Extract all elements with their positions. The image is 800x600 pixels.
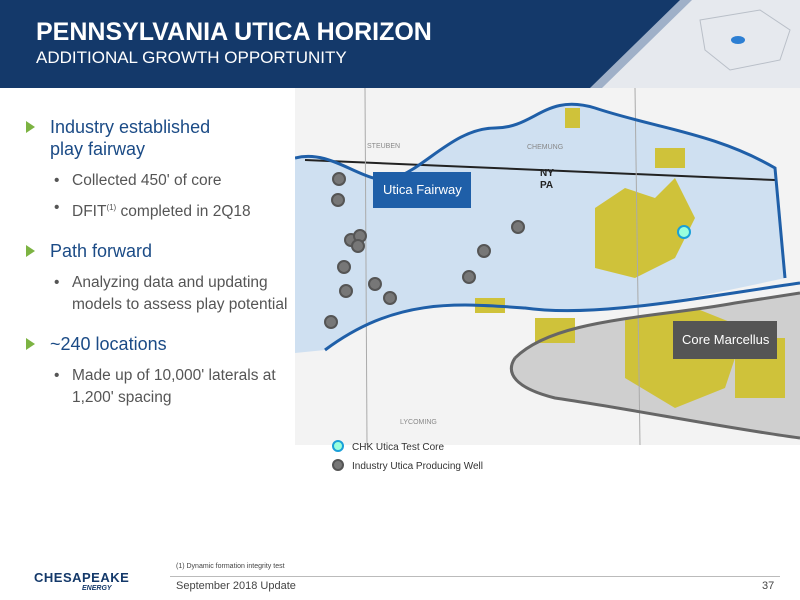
county-label: CHEMUNG xyxy=(527,144,563,151)
footer-date: September 2018 Update xyxy=(176,580,296,592)
callout: Core Marcellus xyxy=(682,332,770,347)
bullet: Path forward xyxy=(24,240,240,262)
sub-bullet: Collected 450' of core xyxy=(24,170,292,192)
logo: CHESAPEAKE xyxy=(34,570,130,585)
bullet: Industry established play fairway xyxy=(24,116,240,160)
legend-label: CHK Utica Test Core xyxy=(352,442,445,453)
legend-label: Industry Utica Producing Well xyxy=(352,461,483,472)
text: completed in 2Q18 xyxy=(120,203,251,221)
state-label: NY xyxy=(540,168,554,179)
bullet-list: Industry established play fairway Collec… xyxy=(24,116,294,414)
sub-bullet: Analyzing data and updating models to as… xyxy=(24,272,292,316)
callout: Utica Fairway xyxy=(383,182,462,197)
county-label: LYCOMING xyxy=(400,419,437,426)
header: PENNSYLVANIA UTICA HORIZON ADDITIONAL GR… xyxy=(0,0,800,88)
subtitle: ADDITIONAL GROWTH OPPORTUNITY xyxy=(36,48,347,67)
footnote: (1) Dynamic formation integrity test xyxy=(176,563,285,570)
map: STEUBEN CHEMUNG LYCOMING NY PA Utica Fai… xyxy=(295,88,800,472)
bullet: ~240 locations xyxy=(24,333,240,355)
state-label: PA xyxy=(540,180,553,191)
header-map xyxy=(590,0,800,88)
footnote-ref: (1) xyxy=(106,203,117,212)
sub-bullet: Made up of 10,000' laterals at 1,200' sp… xyxy=(24,365,292,409)
sub-bullet: DFIT(1) completed in 2Q18 xyxy=(24,197,292,223)
rule xyxy=(170,576,780,577)
logo-sub: ENERGY xyxy=(82,585,112,592)
county-label: STEUBEN xyxy=(367,143,400,150)
text: DFIT xyxy=(72,203,107,221)
title: PENNSYLVANIA UTICA HORIZON xyxy=(36,18,432,46)
page-number: 37 xyxy=(762,580,775,592)
